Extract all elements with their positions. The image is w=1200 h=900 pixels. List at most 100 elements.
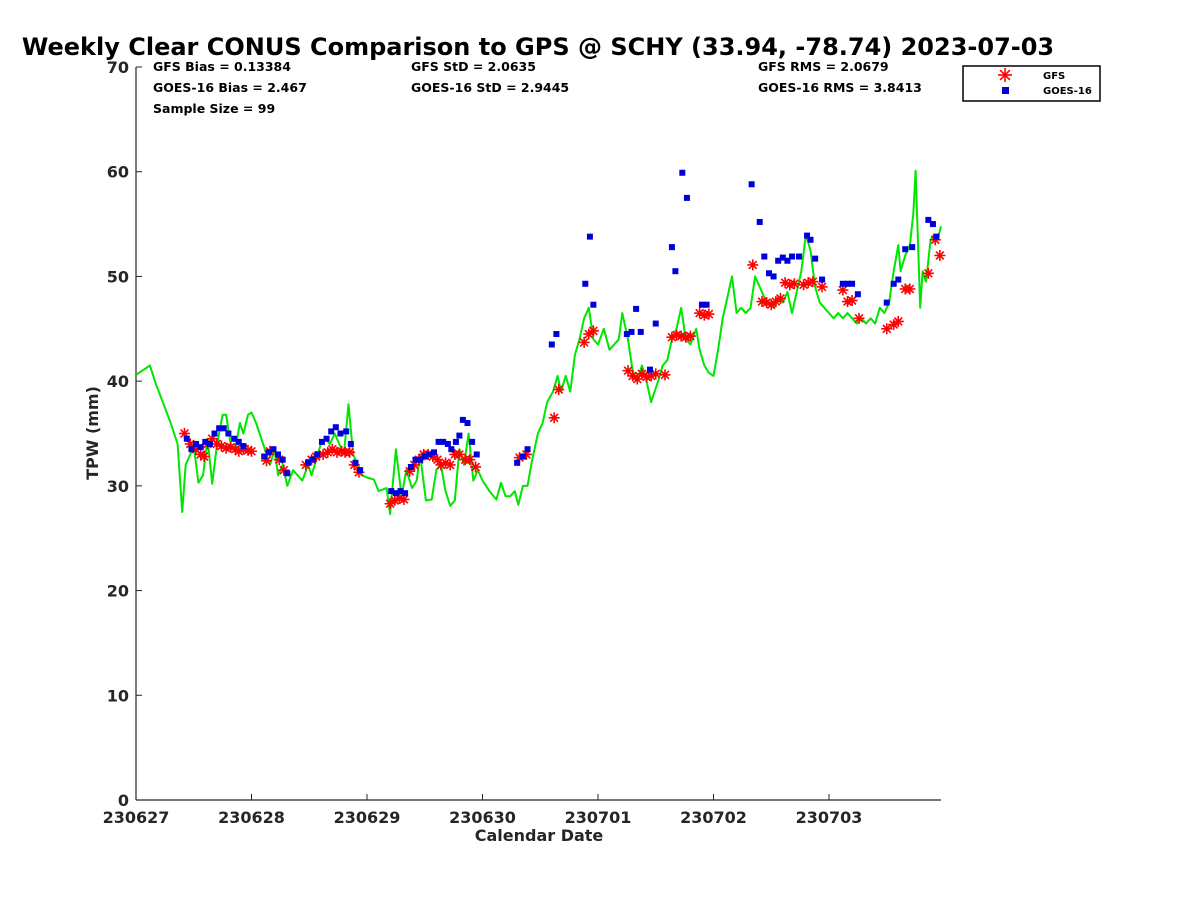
y-tick-label: 60 xyxy=(107,163,129,182)
goes-point xyxy=(807,236,814,243)
y-axis-label: TPW (mm) xyxy=(83,386,102,480)
chart-title: Weekly Clear CONUS Comparison to GPS @ S… xyxy=(22,33,1054,61)
goes-point xyxy=(193,440,200,447)
goes-point xyxy=(902,246,909,253)
x-ticks: 230627 230628 230629 230630 230701 230702 2307… xyxy=(103,794,863,827)
gfs-point xyxy=(322,446,334,458)
goes-point xyxy=(328,428,335,435)
goes-point xyxy=(332,424,339,431)
goes-point xyxy=(392,490,399,497)
gfs-point xyxy=(922,267,934,279)
goes-point xyxy=(672,268,679,275)
goes-point xyxy=(789,253,796,260)
goes-point xyxy=(473,451,480,458)
stat-goes-bias: GOES-16 Bias = 2.467 xyxy=(153,80,307,95)
y-tick-label: 0 xyxy=(118,791,129,810)
goes-point xyxy=(849,280,856,287)
y-tick-label: 40 xyxy=(107,372,129,391)
goes-point xyxy=(775,257,782,264)
goes-point xyxy=(459,416,466,423)
gfs-point xyxy=(904,283,916,295)
goes-point xyxy=(770,273,777,280)
goes-point xyxy=(216,425,223,432)
goes-point xyxy=(519,453,526,460)
goes-point xyxy=(444,440,451,447)
gfs-point xyxy=(788,278,800,290)
x-tick-label: 230703 xyxy=(796,808,863,827)
gfs-point xyxy=(784,279,796,291)
legend-label-gfs: GFS xyxy=(1043,71,1065,82)
gfs-point xyxy=(398,493,410,505)
goes-point xyxy=(703,301,710,308)
goes-point xyxy=(761,253,768,260)
x-tick-label: 230627 xyxy=(103,808,170,827)
goes-point xyxy=(582,280,589,287)
goes-point xyxy=(925,216,932,223)
gfs-point xyxy=(807,276,819,288)
goes-point xyxy=(765,270,772,277)
goes-point xyxy=(553,331,560,338)
goes-point xyxy=(748,181,755,188)
goes-point xyxy=(430,449,437,456)
goes-point xyxy=(314,451,321,458)
goes-point xyxy=(469,438,476,445)
gfs-point xyxy=(892,315,904,327)
gfs-point xyxy=(548,412,560,424)
gfs-point xyxy=(846,295,858,307)
gfs-point xyxy=(774,292,786,304)
stat-gfs-std: GFS StD = 2.0635 xyxy=(411,59,536,74)
legend-box xyxy=(962,65,1101,102)
gfs-point xyxy=(464,454,476,466)
goes-point xyxy=(412,456,419,463)
gfs-point xyxy=(816,281,828,293)
gfs-point xyxy=(344,446,356,458)
plot-area: 0 10 20 30 40 50 60 70 230627 230628 230629 230630… xyxy=(103,58,946,827)
stat-sample-size: Sample Size = 99 xyxy=(153,101,275,116)
goes-point xyxy=(646,366,653,373)
goes-point xyxy=(388,488,395,495)
goes-point xyxy=(633,305,640,312)
x-tick-label: 230702 xyxy=(680,808,747,827)
gfs-point xyxy=(553,384,565,396)
gfs-point xyxy=(853,312,865,324)
goes-point xyxy=(590,301,597,308)
goes-point xyxy=(623,331,630,338)
gfs-point xyxy=(659,369,671,381)
gfs-point xyxy=(578,336,590,348)
goes-point xyxy=(679,169,686,176)
stat-gfs-bias: GFS Bias = 0.13384 xyxy=(153,59,291,74)
gfs-point xyxy=(444,459,456,471)
y-ticks: 0 10 20 30 40 50 60 70 xyxy=(107,58,142,810)
gfs-point xyxy=(934,249,946,261)
goes-point xyxy=(202,438,209,445)
goes-point xyxy=(188,446,195,453)
goes-point xyxy=(586,233,593,240)
goes-point xyxy=(220,425,227,432)
goes-point xyxy=(421,453,428,460)
stat-goes-rms: GOES-16 RMS = 3.8413 xyxy=(758,80,922,95)
goes-point xyxy=(231,435,238,442)
gfs-point xyxy=(198,451,210,463)
goes-point xyxy=(819,276,826,283)
x-axis-label: Calendar Date xyxy=(475,826,604,845)
goes-point xyxy=(756,218,763,225)
goes-point xyxy=(812,255,819,262)
goes-point xyxy=(440,438,447,445)
goes-point xyxy=(337,430,344,437)
goes-point xyxy=(235,438,242,445)
legend-gfs-marker xyxy=(998,68,1012,82)
x-tick-label: 230701 xyxy=(565,808,632,827)
gfs-point xyxy=(703,308,715,320)
goes-point xyxy=(435,438,442,445)
x-tick-label: 230628 xyxy=(218,808,285,827)
goes-point xyxy=(452,438,459,445)
goes-point xyxy=(305,459,312,466)
goes-point xyxy=(548,341,555,348)
goes-point xyxy=(206,440,213,447)
goes-point xyxy=(784,257,791,264)
goes-point xyxy=(795,253,802,260)
goes-point xyxy=(933,233,940,240)
gps-series-line xyxy=(135,169,942,516)
goes-point xyxy=(854,291,861,298)
y-tick-label: 30 xyxy=(107,477,129,496)
